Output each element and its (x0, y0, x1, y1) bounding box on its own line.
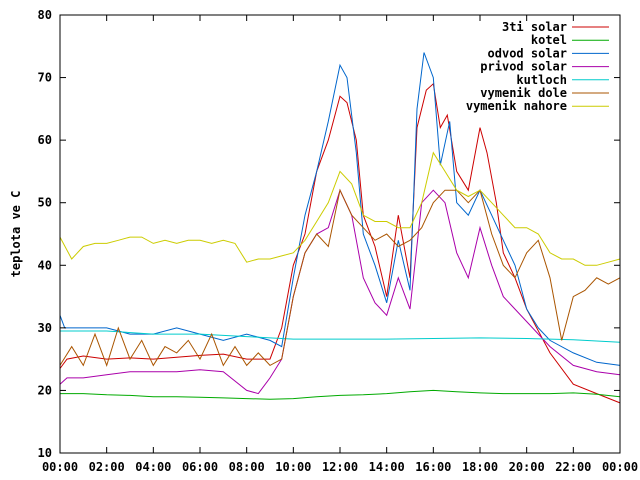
x-tick-label: 18:00 (462, 460, 498, 474)
y-tick-label: 30 (38, 321, 52, 335)
y-tick-label: 50 (38, 196, 52, 210)
x-tick-label: 10:00 (275, 460, 311, 474)
legend-label-2: kotel (531, 33, 567, 47)
x-tick-label: 22:00 (555, 460, 591, 474)
x-tick-label: 02:00 (89, 460, 125, 474)
x-tick-label: 08:00 (229, 460, 265, 474)
series-line-3 (59, 52, 621, 366)
x-tick-label: 00:00 (602, 460, 638, 474)
legend-label-7: vymenik nahore (466, 99, 567, 113)
x-tick-label: 14:00 (369, 460, 405, 474)
x-tick-label: 00:00 (42, 460, 78, 474)
axis-ticks: 00:00 02:00 04:00 06:00 08:00 10:00 12:00 14:00… (38, 8, 639, 474)
series-line-1 (59, 82, 621, 404)
legend-label-3: odvod solar (488, 46, 567, 60)
y-axis-label: teplota ve C (9, 191, 23, 278)
x-tick-label: 06:00 (182, 460, 218, 474)
series-lines (59, 52, 621, 404)
x-tick-label: 20:00 (509, 460, 545, 474)
series-line-6 (59, 188, 621, 367)
y-tick-label: 20 (38, 383, 52, 397)
legend-label-5: kutloch (516, 73, 567, 87)
series-line-4 (59, 188, 621, 395)
y-tick-label: 10 (38, 446, 52, 460)
series-line-7 (59, 151, 621, 266)
y-tick-label: 70 (38, 71, 52, 85)
y-tick-label: 40 (38, 258, 52, 272)
y-tick-label: 80 (38, 8, 52, 22)
legend-label-4: privod solar (480, 60, 567, 74)
x-tick-label: 12:00 (322, 460, 358, 474)
series-line-2 (60, 389, 621, 400)
legend-label-6: vymenik dole (480, 86, 567, 100)
y-tick-label: 60 (38, 133, 52, 147)
x-tick-label: 04:00 (135, 460, 171, 474)
x-tick-label: 16:00 (415, 460, 451, 474)
legend-label-1: 3ti solar (502, 20, 567, 34)
series-line-5 (60, 330, 621, 343)
